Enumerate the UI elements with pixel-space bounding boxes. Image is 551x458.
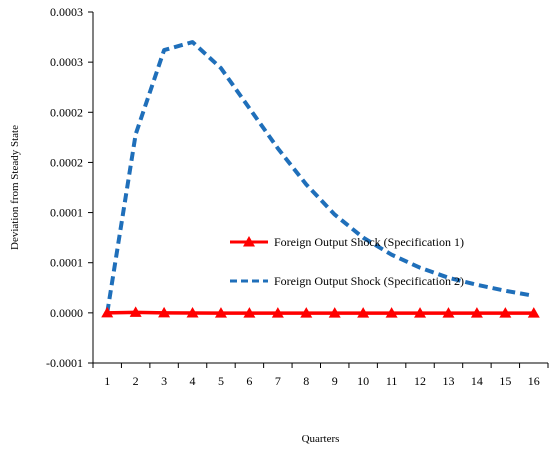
series-1-point — [499, 307, 512, 318]
y-tick-labels: -0.0001 0.0000 0.0001 0.0001 0.0002 0.0002 0.0… — [46, 5, 83, 370]
series-1-point — [442, 307, 455, 318]
x-tick-label: 10 — [357, 374, 369, 388]
x-tick-label: 11 — [386, 374, 398, 388]
y-tick-label: 0.0002 — [50, 105, 83, 119]
y-tick-label: -0.0001 — [46, 356, 83, 370]
y-tick-label: 0.0003 — [50, 55, 83, 69]
y-tick-label: 0.0000 — [50, 306, 83, 320]
x-tick-labels: 1 2 3 4 5 6 7 8 9 10 11 12 13 14 15 16 — [104, 374, 540, 388]
x-tick-label: 7 — [275, 374, 281, 388]
x-tick-label: 4 — [190, 374, 196, 388]
series-1-point — [328, 307, 341, 318]
x-tick-label: 13 — [442, 374, 454, 388]
series-1-point — [470, 307, 483, 318]
y-tick-label: 0.0002 — [50, 155, 83, 169]
y-tick-label: 0.0001 — [50, 206, 83, 220]
series-1-point — [101, 306, 114, 318]
series-1-point — [271, 307, 284, 318]
x-tick-label: 5 — [218, 374, 224, 388]
legend-label-series-1: Foreign Output Shock (Specification 1) — [274, 235, 464, 249]
x-tick-label: 15 — [499, 374, 511, 388]
series-1-point — [527, 307, 540, 318]
legend: Foreign Output Shock (Specification 1) F… — [230, 235, 464, 288]
x-tick-label: 16 — [528, 374, 540, 388]
x-tick-label: 8 — [303, 374, 309, 388]
x-axis-label: Quarters — [302, 433, 340, 445]
series-1-point — [300, 307, 313, 318]
x-tick-label: 2 — [133, 374, 139, 388]
series-1-point — [385, 307, 398, 318]
legend-marker-series-1 — [243, 236, 255, 247]
series-layer — [101, 40, 540, 318]
y-axis-label: Deviation from Steady State — [9, 125, 21, 250]
series-1-point — [186, 307, 199, 318]
x-tick-label: 12 — [414, 374, 426, 388]
series-1-point — [158, 306, 171, 318]
series-1-point — [214, 307, 227, 318]
y-tick-label: 0.0001 — [50, 256, 83, 270]
series-line-2 — [105, 40, 535, 314]
legend-label-series-2: Foreign Output Shock (Specification 2) — [274, 274, 464, 288]
x-tick-label: 3 — [161, 374, 167, 388]
series-1-point — [414, 307, 427, 318]
axes — [88, 11, 549, 368]
x-tick-label: 9 — [332, 374, 338, 388]
series-1-point — [129, 306, 142, 317]
series-1-point — [243, 307, 256, 318]
x-tick-label: 14 — [471, 374, 483, 388]
y-tick-label: 0.0003 — [50, 5, 83, 19]
x-tick-label: 6 — [246, 374, 252, 388]
series-1-point — [357, 307, 370, 318]
x-tick-label: 1 — [104, 374, 110, 388]
series-line-1 — [107, 310, 534, 315]
